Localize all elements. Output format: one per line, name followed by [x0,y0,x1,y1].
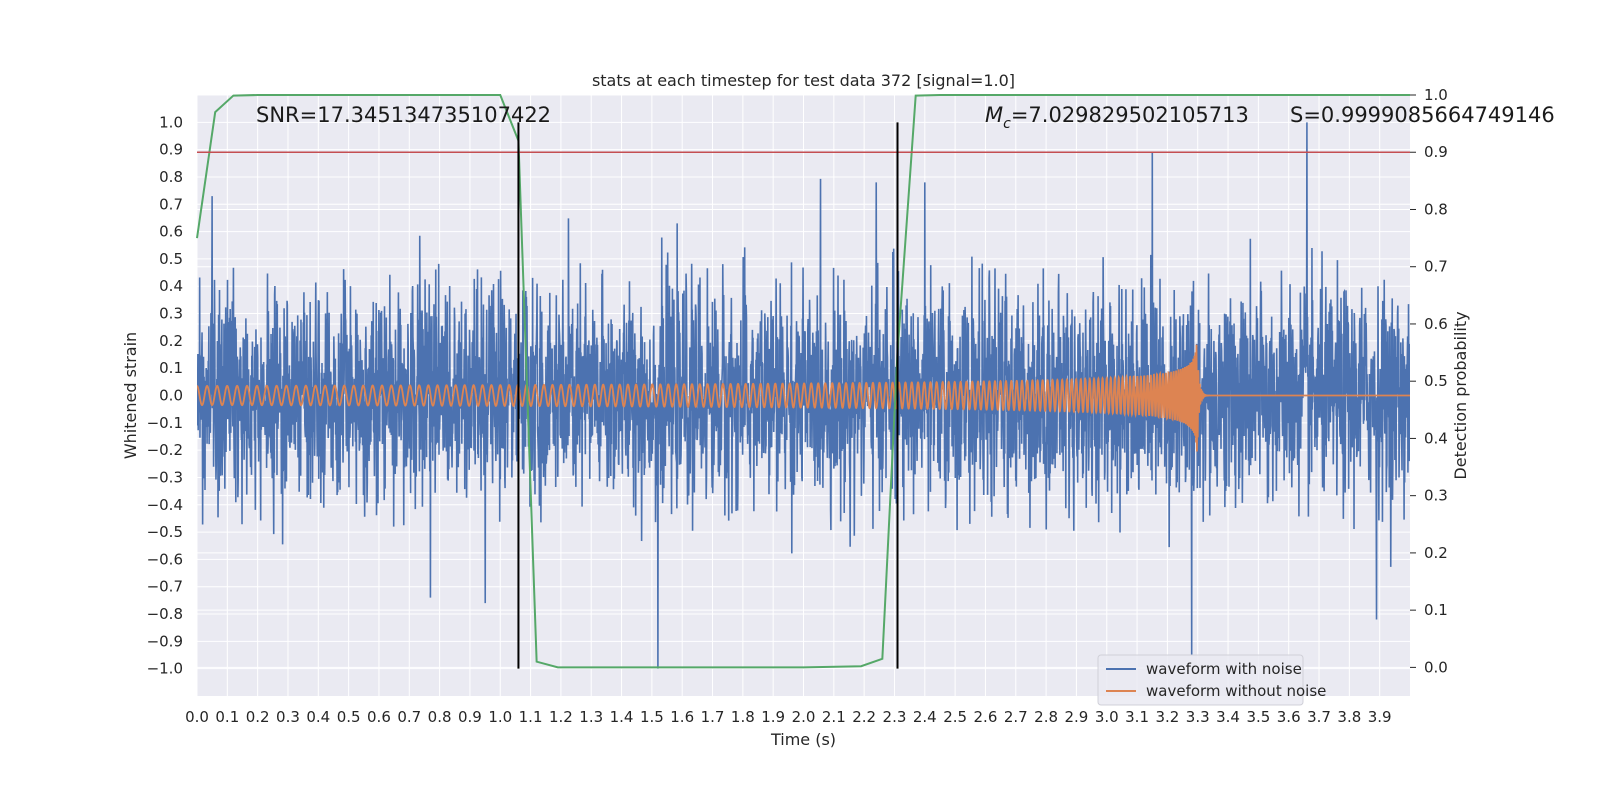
y-tick-label-left: 0.8 [159,168,183,186]
y-tick-label-left: 0.9 [159,141,183,159]
y-tick-label-left: 0.7 [159,195,183,213]
y-tick-label-left: 0.1 [159,359,183,377]
x-tick-label: 2.9 [1064,708,1088,726]
x-tick-label: 0.5 [337,708,361,726]
x-tick-label: 2.4 [913,708,937,726]
y-tick-label-right: 0.8 [1424,200,1448,218]
y-tick-label-left: 1.0 [159,113,183,131]
y-tick-label-left: −1.0 [147,660,183,678]
y-tick-label-left: 0.4 [159,277,183,295]
line-waveform-without-noise [197,344,1410,452]
y-tick-label-right: 0.4 [1424,429,1448,447]
y-tick-label-right: 0.9 [1424,143,1448,161]
y-tick-label-right: 0.1 [1424,601,1448,619]
line-waveform-with-noise [197,122,1410,669]
x-tick-label: 0.6 [367,708,391,726]
x-tick-label: 3.3 [1186,708,1210,726]
y-tick-label-left: 0.0 [159,387,183,405]
x-tick-label: 0.2 [246,708,270,726]
y-axis-label-right: Detection probability [1451,311,1470,479]
axis-ticks: 0.0 0.1 0.2 0.3 0.4 0.5 0.6 0.7 0.8 0.9 1.0 1.1 1.2 1… [147,86,1448,726]
x-tick-label: 0.9 [458,708,482,726]
reference-lines [197,122,1410,669]
y-tick-label-left: 0.3 [159,305,183,323]
y-tick-label-right: 0.3 [1424,487,1448,505]
x-tick-label: 0.8 [428,708,452,726]
x-tick-label: 2.2 [852,708,876,726]
y-tick-label-left: −0.4 [147,496,183,514]
y-tick-label-right: 0.2 [1424,544,1448,562]
x-tick-label: 2.3 [883,708,907,726]
annotation-mc-value: =7.029829502105713 [1011,103,1249,127]
y-tick-label-left: 0.5 [159,250,183,268]
x-tick-label: 2.6 [974,708,998,726]
y-tick-label-left: −0.6 [147,550,183,568]
annotation-snr: SNR=17.345134735107422 [256,103,551,127]
x-tick-label: 1.2 [549,708,573,726]
y-tick-label-left: −0.3 [147,468,183,486]
y-tick-label-left: −0.8 [147,605,183,623]
line-detection-probability [196,94,1410,669]
x-tick-label: 3.5 [1246,708,1270,726]
y-tick-label-left: −0.5 [147,523,183,541]
y-tick-label-left: 0.2 [159,332,183,350]
x-tick-label: 1.3 [579,708,603,726]
x-tick-label: 0.1 [215,708,239,726]
x-tick-label: 3.4 [1216,708,1240,726]
x-axis-label: Time (s) [770,730,836,749]
x-tick-label: 0.3 [276,708,300,726]
y-tick-label-right: 0.0 [1424,658,1448,676]
y-tick-label-left: −0.9 [147,632,183,650]
x-tick-label: 1.8 [731,708,755,726]
x-tick-label: 3.6 [1277,708,1301,726]
series-waveform-without-noise [197,344,1410,452]
y-tick-label-left: 0.6 [159,223,183,241]
x-tick-label: 3.0 [1095,708,1119,726]
annotation-mc-subscript: c [1003,116,1011,132]
series-waveform-with-noise [197,122,1410,669]
x-tick-label: 1.9 [761,708,785,726]
y-tick-label-right: 0.7 [1424,258,1448,276]
y-tick-label-right: 0.6 [1424,315,1448,333]
x-tick-label: 2.7 [1004,708,1028,726]
y-tick-label-left: −0.7 [147,578,183,596]
x-tick-label: 3.8 [1337,708,1361,726]
x-tick-label: 2.1 [822,708,846,726]
x-tick-label: 1.1 [519,708,543,726]
x-tick-label: 1.4 [610,708,634,726]
x-tick-label: 1.5 [640,708,664,726]
legend: waveform with noise waveform without noi… [1097,654,1326,706]
x-tick-label: 0.7 [397,708,421,726]
legend-label-waveform-without-noise: waveform without noise [1146,682,1326,700]
x-tick-label: 1.6 [670,708,694,726]
x-tick-label: 2.8 [1034,708,1058,726]
x-tick-label: 2.0 [792,708,816,726]
x-tick-label: 3.1 [1125,708,1149,726]
annotation-chirp-mass: Mc=7.029829502105713 [985,103,1249,132]
x-tick-label: 3.7 [1307,708,1331,726]
x-tick-label: 1.7 [701,708,725,726]
chart-title: stats at each timestep for test data 372… [592,71,1015,90]
y-tick-label-left: −0.2 [147,441,183,459]
legend-label-waveform-with-noise: waveform with noise [1146,660,1302,678]
x-tick-label: 0.4 [306,708,330,726]
y-axis-label-left: Whitened strain [121,332,140,459]
x-tick-label: 0.0 [185,708,209,726]
x-tick-label: 1.0 [488,708,512,726]
annotation-mc-symbol: M [985,103,1003,127]
x-tick-label: 3.2 [1155,708,1179,726]
annotation-score: S=0.9999085664749146 [1290,103,1555,127]
y-tick-label-right: 0.5 [1424,372,1448,390]
y-tick-label-right: 1.0 [1424,86,1448,104]
y-tick-label-left: −0.1 [147,414,183,432]
x-tick-label: 3.9 [1368,708,1392,726]
legend-box [1097,654,1304,706]
x-tick-label: 2.5 [943,708,967,726]
series-detection-probability [196,94,1410,669]
